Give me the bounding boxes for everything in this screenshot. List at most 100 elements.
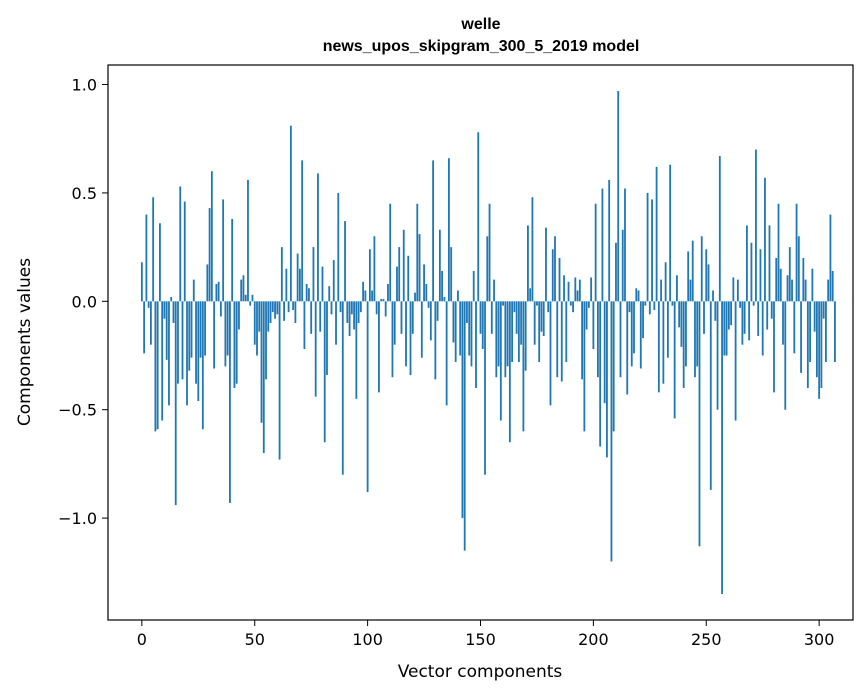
bar-298 (813, 301, 816, 332)
bar-266 (741, 301, 744, 345)
bar-168 (520, 301, 523, 345)
bar-161 (504, 301, 507, 378)
bar-174 (533, 301, 536, 345)
bar-192 (574, 277, 577, 302)
bar-58 (271, 301, 274, 313)
bar-208 (610, 301, 613, 562)
bar-124 (420, 301, 423, 358)
bar-88 (339, 301, 342, 313)
bar-92 (348, 301, 351, 336)
bar-45 (242, 275, 245, 302)
bar-304 (827, 279, 830, 302)
bar-68 (294, 301, 297, 323)
bar-103 (373, 236, 376, 302)
bar-199 (590, 277, 593, 302)
bar-278 (768, 225, 771, 302)
bar-136 (447, 158, 450, 302)
bar-284 (782, 301, 784, 345)
y-tick-label-2: 0.0 (72, 292, 97, 311)
bar-97 (359, 301, 362, 313)
bar-50 (253, 301, 256, 345)
bar-141 (459, 301, 462, 356)
bars-group (140, 91, 836, 594)
bar-145 (468, 301, 471, 356)
bar-274 (759, 249, 762, 302)
bar-205 (603, 301, 606, 404)
bar-79 (319, 301, 322, 332)
bar-246 (696, 301, 699, 367)
bar-138 (452, 301, 455, 343)
bar-283 (779, 268, 782, 302)
bar-60 (276, 301, 279, 315)
bar-217 (630, 301, 633, 367)
bar-64 (285, 268, 288, 302)
bar-203 (599, 301, 602, 447)
bar-204 (601, 188, 604, 302)
bar-258 (723, 301, 726, 356)
bar-3 (147, 301, 150, 308)
bar-213 (621, 229, 624, 302)
bar-240 (682, 301, 685, 389)
bar-139 (454, 301, 457, 363)
bar-289 (793, 301, 796, 354)
bar-31 (210, 171, 213, 302)
bar-13 (170, 296, 173, 302)
bar-181 (549, 301, 552, 406)
bar-7 (156, 301, 159, 430)
bar-264 (736, 279, 739, 302)
bar-137 (450, 247, 453, 302)
bar-150 (479, 301, 482, 334)
bar-89 (341, 301, 344, 475)
bar-37 (224, 301, 227, 367)
bar-210 (615, 242, 617, 302)
bar-236 (673, 301, 676, 419)
bar-144 (466, 301, 468, 323)
bar-160 (502, 301, 504, 306)
bar-301 (820, 301, 823, 389)
x-tick-label-300: 300 (804, 630, 835, 649)
bar-48 (249, 301, 252, 306)
bar-262 (732, 277, 735, 302)
bar-128 (429, 301, 432, 341)
y-tick-label-0: 1.0 (72, 76, 97, 95)
bar-306 (831, 270, 834, 302)
bar-126 (425, 283, 428, 302)
bar-16 (177, 301, 179, 384)
bar-201 (594, 203, 597, 302)
bar-195 (581, 301, 583, 380)
bar-171 (527, 225, 529, 302)
bar-227 (653, 301, 656, 310)
bar-297 (811, 268, 814, 302)
bar-170 (524, 301, 527, 371)
bar-231 (662, 301, 665, 384)
bar-61 (278, 301, 281, 460)
bar-93 (350, 301, 353, 315)
bar-153 (486, 236, 489, 302)
bar-215 (626, 301, 629, 395)
bar-118 (407, 255, 410, 302)
bar-197 (585, 301, 588, 330)
bar-113 (396, 266, 398, 302)
x-tick-label-150: 150 (465, 630, 496, 649)
bar-184 (556, 301, 559, 378)
x-axis-label: Vector components (398, 662, 563, 682)
bar-100 (366, 301, 369, 493)
bar-84 (330, 301, 333, 315)
bar-177 (540, 301, 543, 332)
bar-169 (522, 301, 525, 432)
bar-245 (694, 301, 696, 378)
bar-75 (310, 301, 313, 334)
bar-194 (578, 279, 581, 302)
bar-239 (680, 301, 683, 347)
bar-2 (145, 214, 148, 302)
bar-143 (463, 301, 466, 551)
bar-255 (716, 301, 719, 410)
bar-114 (398, 247, 401, 302)
bar-46 (244, 294, 247, 302)
bar-223 (644, 301, 647, 306)
bar-122 (416, 203, 419, 302)
x-axis-ticks: 0 50 100 150 200 250 300 (137, 620, 835, 649)
bar-36 (222, 199, 225, 302)
bar-105 (378, 301, 380, 393)
